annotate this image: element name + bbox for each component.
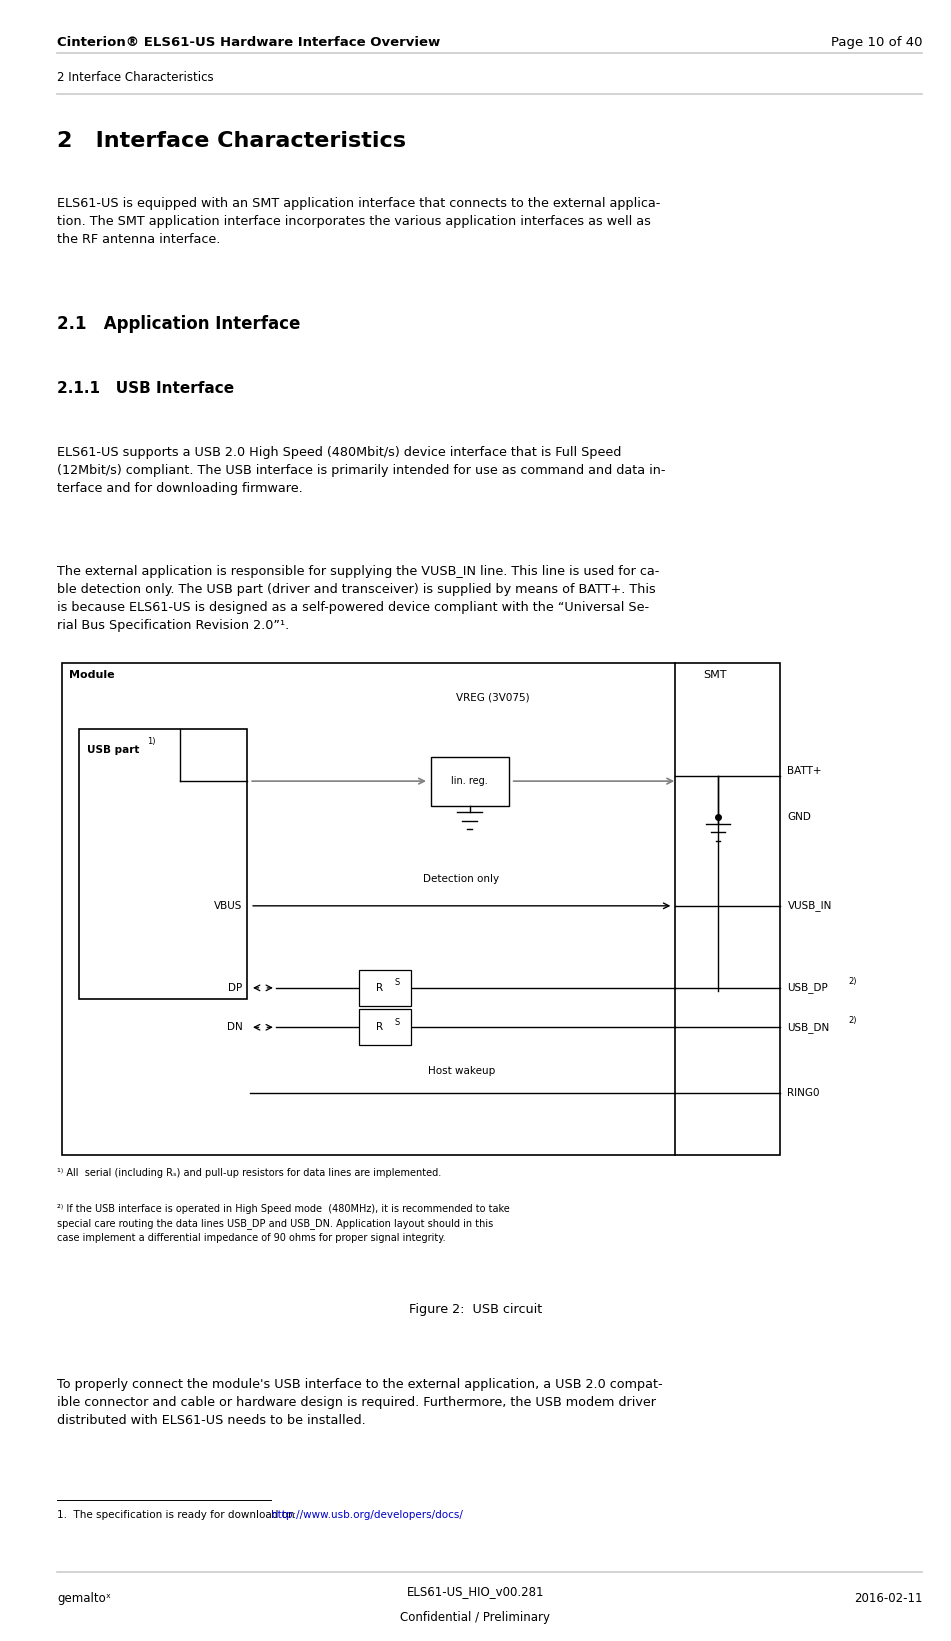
- Text: Confidential / Preliminary: Confidential / Preliminary: [400, 1611, 551, 1625]
- Text: BATT+: BATT+: [787, 766, 822, 776]
- Text: S: S: [395, 1017, 400, 1027]
- Text: GND: GND: [787, 812, 811, 822]
- Text: USB_DN: USB_DN: [787, 1022, 829, 1032]
- Text: 1): 1): [147, 737, 156, 745]
- Text: ²⁾ If the USB interface is operated in High Speed mode  (480MHz), it is recommen: ²⁾ If the USB interface is operated in H…: [57, 1204, 510, 1244]
- Text: USB part: USB part: [87, 745, 139, 755]
- Text: DN: DN: [226, 1022, 243, 1032]
- Text: 2.1.1   USB Interface: 2.1.1 USB Interface: [57, 381, 234, 395]
- Text: 2): 2): [848, 1016, 857, 1026]
- Text: R: R: [376, 1022, 383, 1032]
- FancyBboxPatch shape: [62, 663, 780, 1155]
- FancyBboxPatch shape: [79, 729, 247, 999]
- Text: 2): 2): [848, 976, 857, 986]
- Text: gemaltoˣ: gemaltoˣ: [57, 1592, 111, 1605]
- Text: Page 10 of 40: Page 10 of 40: [831, 36, 922, 49]
- Text: To properly connect the module's USB interface to the external application, a US: To properly connect the module's USB int…: [57, 1378, 663, 1428]
- Text: 2.1   Application Interface: 2.1 Application Interface: [57, 315, 301, 333]
- Text: 2016-02-11: 2016-02-11: [854, 1592, 922, 1605]
- Text: VREG (3V075): VREG (3V075): [456, 693, 529, 702]
- Text: RING0: RING0: [787, 1088, 820, 1098]
- Text: S: S: [395, 978, 400, 988]
- Text: ¹⁾ All  serial (including Rₛ) and pull-up resistors for data lines are implement: ¹⁾ All serial (including Rₛ) and pull-up…: [57, 1168, 441, 1178]
- Text: Host wakeup: Host wakeup: [428, 1067, 495, 1076]
- Text: The external application is responsible for supplying the VUSB_IN line. This lin: The external application is responsible …: [57, 565, 659, 632]
- Text: 2 Interface Characteristics: 2 Interface Characteristics: [57, 71, 214, 84]
- Text: DP: DP: [228, 983, 243, 993]
- Text: 2   Interface Characteristics: 2 Interface Characteristics: [57, 131, 406, 151]
- Text: Module: Module: [69, 670, 115, 679]
- FancyBboxPatch shape: [359, 970, 411, 1006]
- Text: VUSB_IN: VUSB_IN: [787, 901, 832, 911]
- Text: Figure 2:  USB circuit: Figure 2: USB circuit: [409, 1303, 542, 1316]
- Text: VBUS: VBUS: [214, 901, 243, 911]
- FancyBboxPatch shape: [359, 1009, 411, 1045]
- Text: USB_DP: USB_DP: [787, 983, 828, 993]
- Text: lin. reg.: lin. reg.: [452, 776, 488, 786]
- Text: ELS61-US_HIO_v00.281: ELS61-US_HIO_v00.281: [407, 1585, 544, 1598]
- Text: http://www.usb.org/developers/docs/: http://www.usb.org/developers/docs/: [271, 1510, 463, 1520]
- Text: Cinterion® ELS61-US Hardware Interface Overview: Cinterion® ELS61-US Hardware Interface O…: [57, 36, 440, 49]
- FancyBboxPatch shape: [431, 757, 509, 806]
- Text: ELS61-US supports a USB 2.0 High Speed (480Mbit/s) device interface that is Full: ELS61-US supports a USB 2.0 High Speed (…: [57, 446, 666, 496]
- Text: SMT: SMT: [704, 670, 728, 679]
- Text: R: R: [376, 983, 383, 993]
- Text: ELS61-US is equipped with an SMT application interface that connects to the exte: ELS61-US is equipped with an SMT applica…: [57, 197, 660, 246]
- Text: 1.  The specification is ready for download on: 1. The specification is ready for downlo…: [57, 1510, 298, 1520]
- Text: Detection only: Detection only: [423, 875, 499, 884]
